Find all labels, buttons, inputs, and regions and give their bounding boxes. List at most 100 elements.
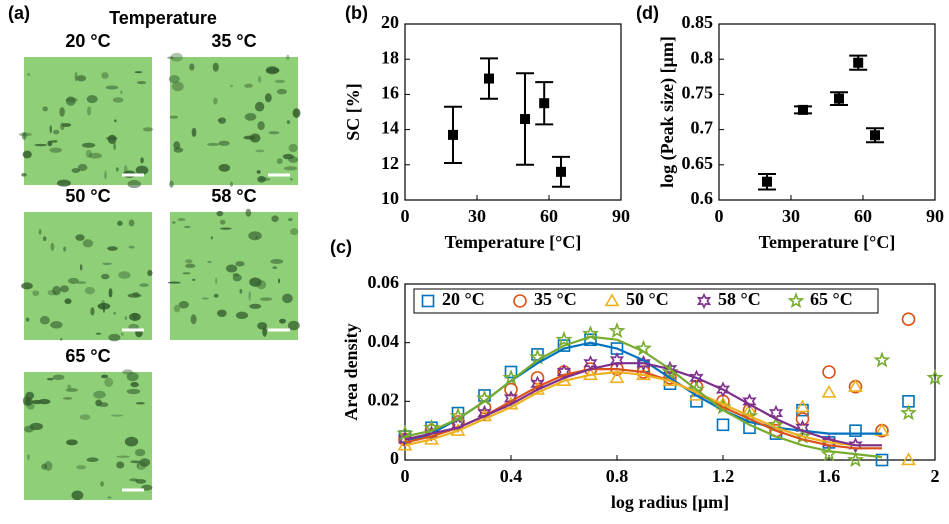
x-tick-label: 2 xyxy=(931,466,940,486)
micrograph-spot xyxy=(71,168,81,173)
micrograph-spot xyxy=(90,307,95,316)
micrograph-spot xyxy=(65,96,76,106)
micrograph-spot xyxy=(264,93,272,103)
micrograph-spot xyxy=(290,228,299,236)
micrograph-spot xyxy=(257,175,266,183)
micrograph-spot xyxy=(38,398,51,405)
x-axis-label: log radius [μm] xyxy=(611,492,729,512)
marker xyxy=(848,379,863,392)
micrograph-spot xyxy=(27,72,31,76)
micrograph-spot xyxy=(130,460,141,464)
micrograph-spot xyxy=(124,316,128,321)
micrograph-spot xyxy=(49,125,53,134)
micrograph-spot xyxy=(56,179,71,187)
micrograph-spot xyxy=(255,236,258,239)
marker xyxy=(870,130,880,141)
micrograph-spot xyxy=(135,479,147,484)
micrograph-spot xyxy=(213,97,218,105)
panel-label: (b) xyxy=(345,3,368,23)
x-axis-label: Temperature [°C] xyxy=(445,232,582,252)
micrograph-spot xyxy=(79,414,91,421)
marker xyxy=(696,292,712,310)
micrograph-spot xyxy=(278,278,281,284)
micrograph-spot xyxy=(126,372,139,382)
micrograph-spot xyxy=(239,288,243,294)
y-tick-label: 0.75 xyxy=(682,83,714,103)
marker xyxy=(834,93,844,104)
micrograph-spot xyxy=(276,158,283,164)
micrograph-spot xyxy=(21,131,27,140)
micrograph-spot xyxy=(122,369,133,375)
micrograph-spot xyxy=(84,286,96,295)
micrograph-spot xyxy=(254,101,265,112)
micrograph-spot xyxy=(173,304,181,313)
marker xyxy=(849,424,862,437)
y-tick-label: 20 xyxy=(381,12,399,32)
y-tick-label: 0.02 xyxy=(368,389,400,409)
marker xyxy=(846,451,865,468)
y-tick-label: 0.65 xyxy=(682,153,714,173)
micrograph-spot xyxy=(249,303,262,309)
micrograph-spot xyxy=(230,181,233,187)
micrograph-spot xyxy=(21,173,27,177)
micrograph-spot xyxy=(29,422,43,431)
fit-line xyxy=(404,335,883,459)
marker xyxy=(504,382,518,397)
x-tick-label: 1.2 xyxy=(712,466,735,486)
micrograph-spot xyxy=(248,231,262,241)
x-tick-label: 1.6 xyxy=(818,466,841,486)
micrograph-spot xyxy=(104,170,107,180)
micrograph-spot xyxy=(127,180,141,189)
marker xyxy=(609,351,625,369)
micrograph-spot xyxy=(104,377,114,388)
micrograph-spot xyxy=(167,56,175,60)
micrograph-spot xyxy=(107,496,112,499)
micrograph-spot xyxy=(173,147,184,153)
micrograph-spot xyxy=(169,180,174,188)
micrograph-spot xyxy=(139,458,151,467)
micrograph-spot xyxy=(52,285,61,296)
micrograph-spot xyxy=(101,72,109,79)
micrograph-spot xyxy=(170,52,183,62)
micrograph-spot xyxy=(192,278,196,281)
y-tick-label: 12 xyxy=(381,153,399,173)
micrograph-spot xyxy=(147,269,153,277)
micrograph-spot xyxy=(86,106,92,116)
marker xyxy=(604,293,620,307)
micrograph-spot xyxy=(217,309,227,318)
micrograph-spot xyxy=(218,117,227,124)
micrograph-spot xyxy=(169,115,179,119)
micrograph-spot xyxy=(113,142,116,151)
x-tick-label: 30 xyxy=(782,206,800,226)
x-tick-label: 0 xyxy=(401,206,410,226)
micrograph-spot xyxy=(50,242,55,251)
micrograph-spot xyxy=(105,85,119,90)
micrograph-spot xyxy=(128,219,135,227)
micrograph-spot xyxy=(88,152,103,159)
micrograph-spot xyxy=(41,463,48,470)
micrograph-spot xyxy=(25,391,35,400)
micrograph-spot xyxy=(290,177,293,181)
micrograph-spot xyxy=(81,142,96,148)
y-tick-label: 0.04 xyxy=(368,331,400,351)
micrograph-spot xyxy=(248,291,251,301)
micrograph-spot xyxy=(243,135,256,140)
micrograph-spot xyxy=(108,333,121,342)
micrograph-spot xyxy=(245,208,252,217)
micrograph-spot xyxy=(101,273,110,280)
marker xyxy=(874,423,890,436)
marker xyxy=(795,419,810,437)
micrograph-spot xyxy=(46,377,54,381)
micrograph-spot xyxy=(206,142,220,146)
micrograph-spot xyxy=(279,318,286,324)
micrograph-spot xyxy=(259,297,273,301)
micrograph-spot xyxy=(86,95,98,104)
x-tick-label: 0.4 xyxy=(500,466,523,486)
micrograph-spot xyxy=(288,143,298,153)
micrograph-spot xyxy=(24,397,33,406)
marker xyxy=(901,312,916,327)
micrograph-spot xyxy=(286,120,291,124)
micrograph-spot xyxy=(60,285,69,293)
micrograph-spot xyxy=(216,210,224,217)
